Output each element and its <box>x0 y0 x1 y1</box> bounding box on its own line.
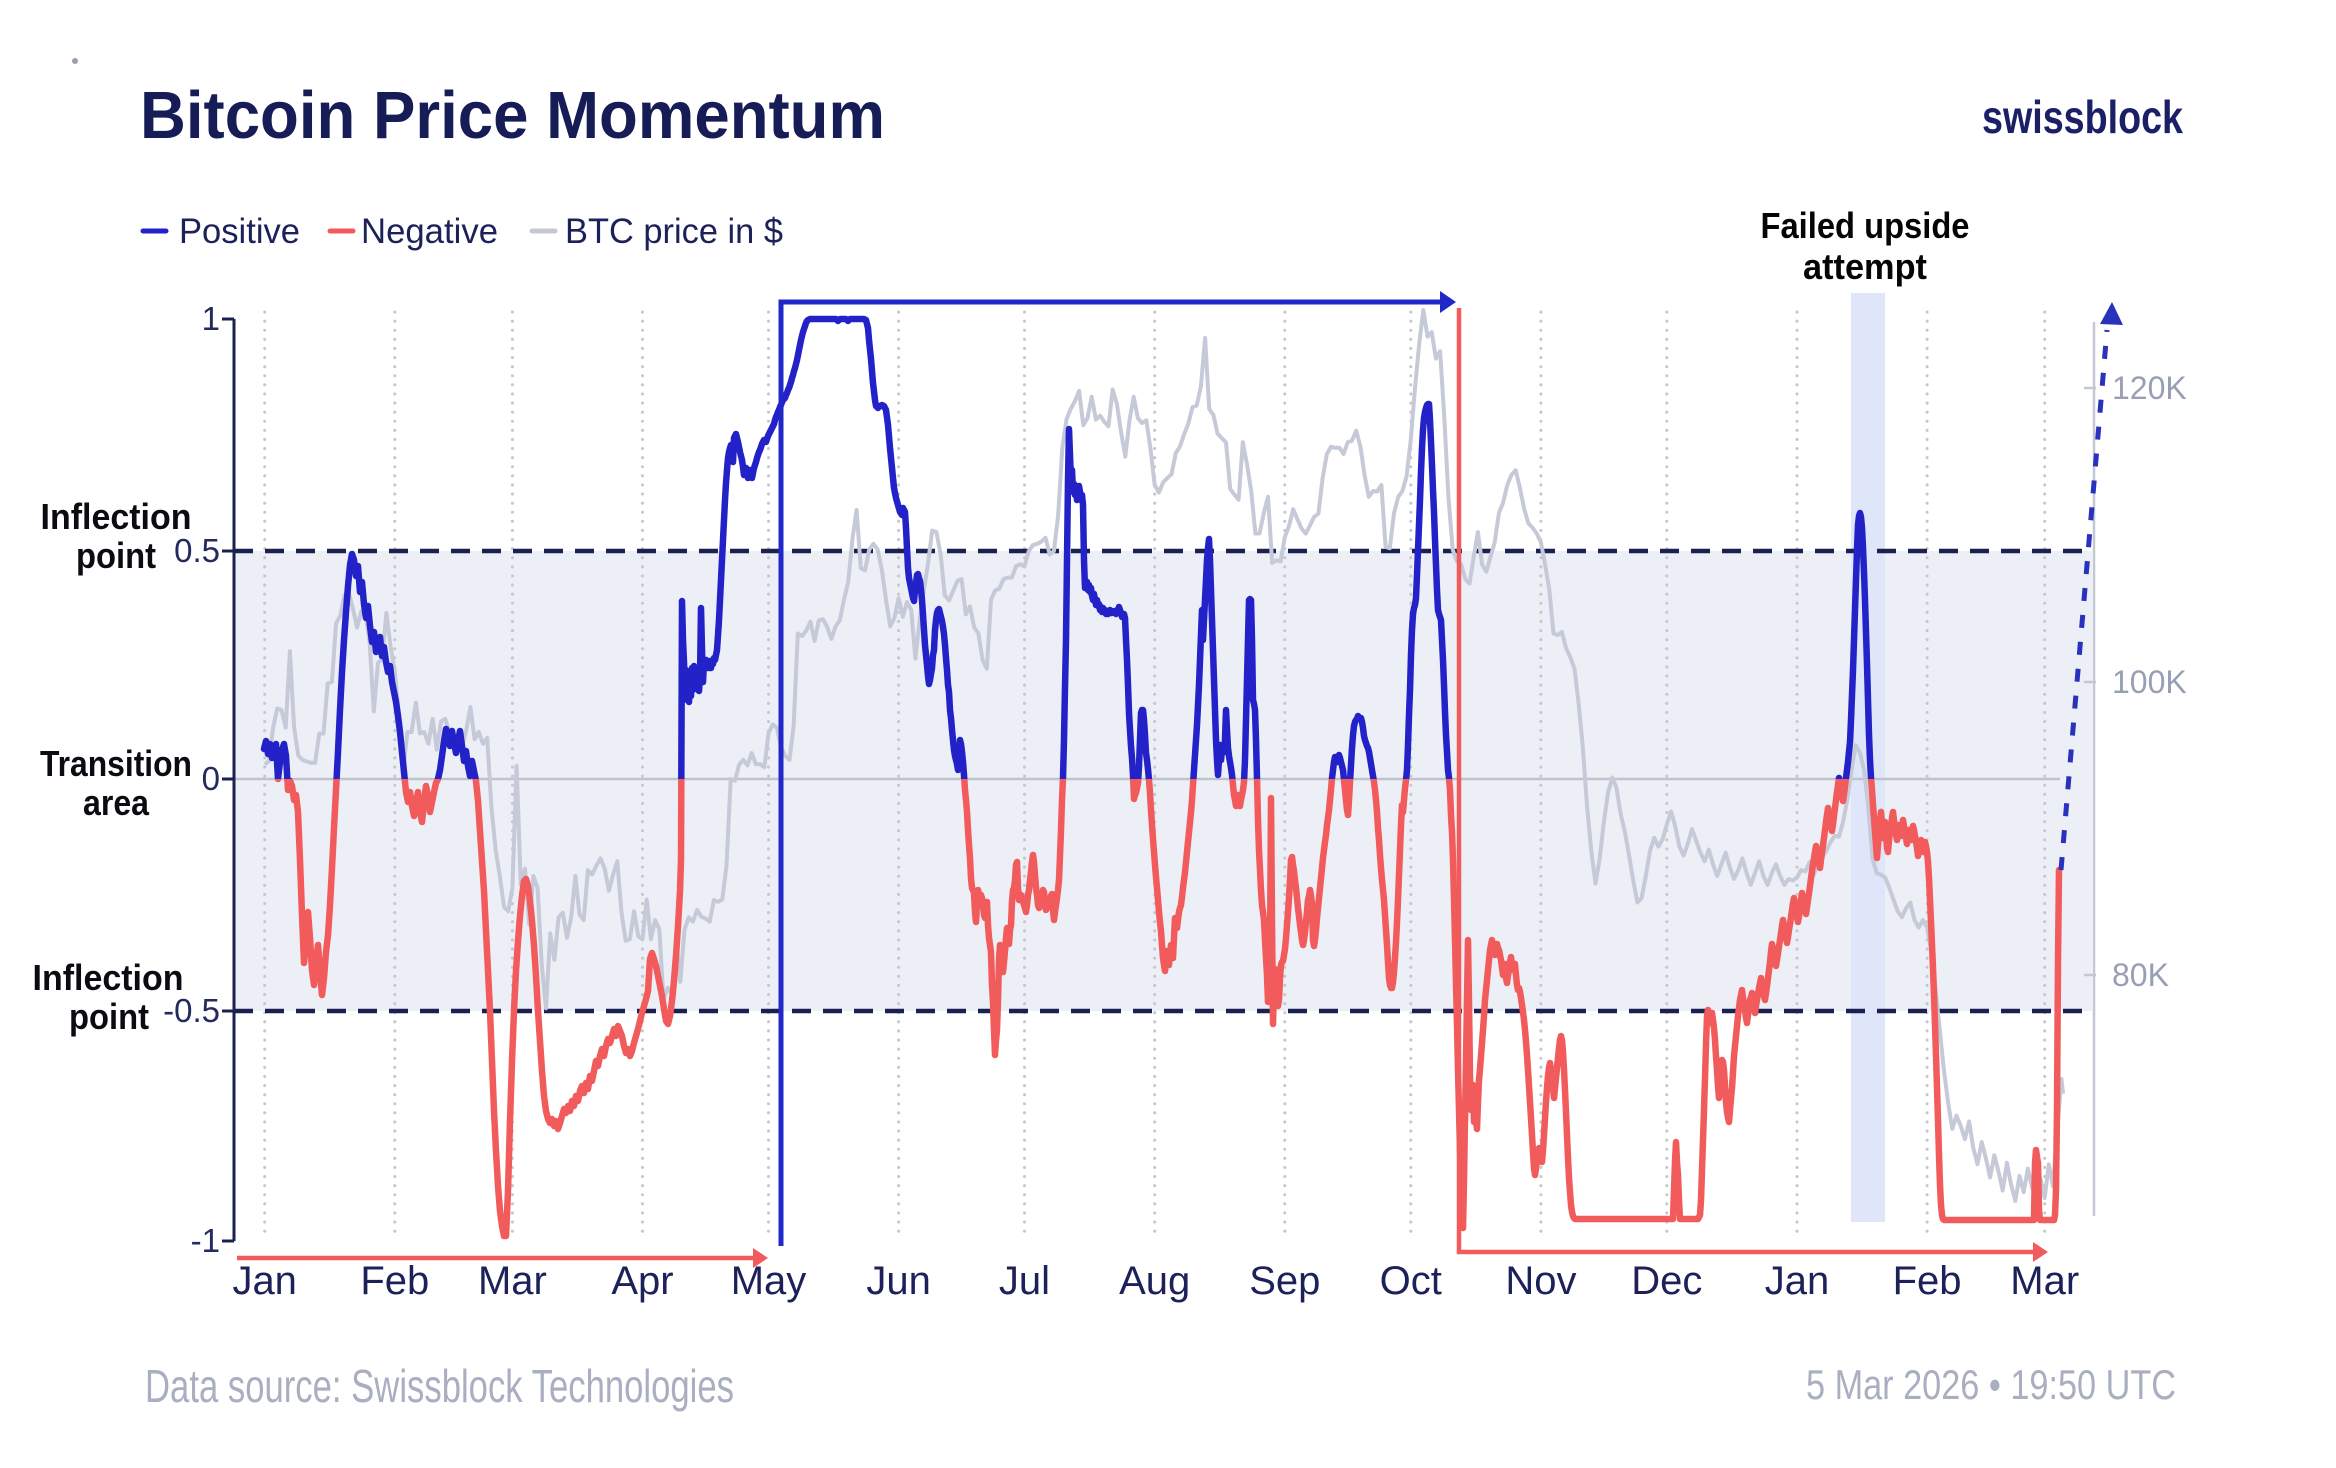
svg-text:swissblock: swissblock <box>1982 91 2183 143</box>
svg-text:0.5: 0.5 <box>174 532 220 569</box>
svg-text:May: May <box>731 1259 807 1303</box>
svg-text:Oct: Oct <box>1380 1259 1442 1303</box>
svg-text:Nov: Nov <box>1505 1259 1576 1303</box>
svg-text:BTC price in $: BTC price in $ <box>565 212 783 251</box>
svg-text:Feb: Feb <box>360 1259 429 1303</box>
svg-text:Mar: Mar <box>2010 1259 2079 1303</box>
svg-text:5 Mar 2026 • 19:50 UTC: 5 Mar 2026 • 19:50 UTC <box>1806 1361 2176 1408</box>
svg-text:0: 0 <box>202 760 220 797</box>
svg-text:Dec: Dec <box>1631 1259 1702 1303</box>
svg-text:120K: 120K <box>2112 370 2187 406</box>
svg-text:Feb: Feb <box>1893 1259 1962 1303</box>
svg-text:1: 1 <box>202 300 220 337</box>
svg-text:Jan: Jan <box>1765 1259 1830 1303</box>
svg-text:Inflection: Inflection <box>33 957 184 998</box>
svg-text:Positive: Positive <box>179 212 300 251</box>
svg-text:point: point <box>76 535 156 576</box>
svg-text:point: point <box>69 996 149 1037</box>
svg-text:Inflection: Inflection <box>41 496 192 537</box>
svg-text:-0.5: -0.5 <box>163 992 220 1029</box>
svg-text:Apr: Apr <box>611 1259 673 1303</box>
svg-text:100K: 100K <box>2112 664 2187 700</box>
svg-text:Mar: Mar <box>478 1259 547 1303</box>
svg-text:area: area <box>83 782 150 823</box>
svg-text:80K: 80K <box>2112 957 2169 993</box>
svg-text:attempt: attempt <box>1803 246 1927 287</box>
svg-text:Data source: Swissblock Techno: Data source: Swissblock Technologies <box>145 1360 734 1412</box>
svg-text:Transition: Transition <box>40 743 192 784</box>
svg-text:Jul: Jul <box>999 1259 1050 1303</box>
svg-text:-1: -1 <box>191 1222 220 1259</box>
svg-text:Aug: Aug <box>1119 1259 1190 1303</box>
svg-text:Sep: Sep <box>1249 1259 1320 1303</box>
svg-text:Jun: Jun <box>866 1259 931 1303</box>
svg-text:Jan: Jan <box>232 1259 297 1303</box>
svg-text:Negative: Negative <box>361 212 498 251</box>
svg-text:Failed upside: Failed upside <box>1761 205 1970 246</box>
svg-text:Bitcoin Price Momentum: Bitcoin Price Momentum <box>140 78 885 153</box>
